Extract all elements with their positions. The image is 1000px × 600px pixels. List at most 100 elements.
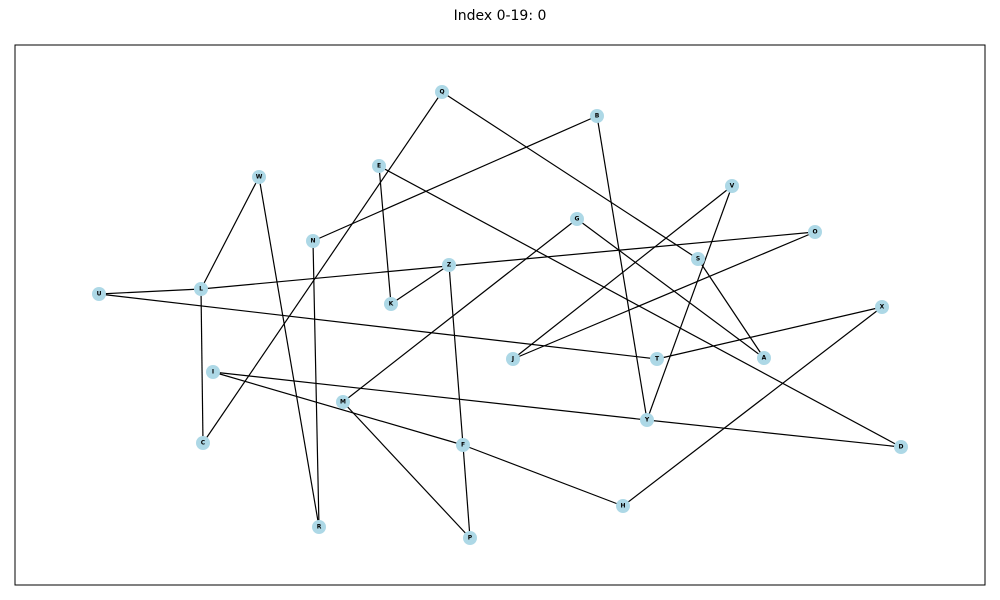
edge-T-X	[656, 306, 883, 360]
plot-frame	[14, 44, 986, 586]
node-circle	[442, 258, 456, 272]
node-S: S	[691, 252, 705, 266]
node-B: B	[590, 109, 604, 123]
node-T: T	[650, 352, 664, 366]
node-circle	[384, 297, 398, 311]
edge-W-R	[258, 176, 320, 528]
edge-K-Z	[390, 264, 450, 305]
node-label: U	[97, 291, 102, 298]
node-circle	[206, 365, 220, 379]
node-circle	[456, 438, 470, 452]
node-V: V	[725, 179, 739, 193]
node-circle	[435, 85, 449, 99]
node-label: Q	[439, 89, 444, 96]
node-circle	[640, 413, 654, 427]
edge-F-I	[212, 371, 464, 446]
edge-U-T	[98, 293, 658, 360]
node-I: I	[206, 365, 220, 379]
node-label: L	[199, 286, 203, 293]
edge-M-P	[342, 401, 471, 539]
node-label: T	[655, 356, 660, 363]
node-circle	[757, 351, 771, 365]
node-J: J	[506, 352, 520, 366]
edge-Y-D	[646, 419, 902, 448]
edge-N-B	[312, 115, 598, 242]
edge-S-A	[697, 258, 765, 359]
node-circle	[92, 287, 106, 301]
node-label: W	[256, 174, 263, 181]
node-circle	[590, 109, 604, 123]
node-C: C	[196, 436, 210, 450]
node-Y: Y	[640, 413, 654, 427]
edge-F-P	[462, 444, 471, 539]
node-U: U	[92, 287, 106, 301]
node-N: N	[306, 234, 320, 248]
edge-G-A	[576, 218, 765, 359]
node-circle	[336, 395, 350, 409]
node-circle	[196, 436, 210, 450]
node-circle	[650, 352, 664, 366]
node-circle	[372, 159, 386, 173]
node-X: X	[875, 300, 889, 314]
node-label: C	[201, 440, 206, 447]
node-circle	[312, 520, 326, 534]
nodes-layer: A B C D E F G H I J K L M N O P Q R S T U V W X Y Z	[92, 85, 908, 545]
node-K: K	[384, 297, 398, 311]
node-label: D	[899, 444, 904, 451]
node-circle	[808, 225, 822, 239]
diagram-title: Index 0-19: 0	[453, 8, 547, 24]
node-label: V	[730, 183, 735, 190]
edge-Q-C	[202, 91, 443, 444]
node-circle	[463, 531, 477, 545]
node-label: K	[389, 301, 394, 308]
node-label: E	[377, 163, 381, 170]
edge-O-L	[200, 231, 816, 290]
edge-J-O	[512, 231, 816, 360]
node-circle	[691, 252, 705, 266]
edge-Y-B	[596, 115, 648, 421]
node-label: O	[812, 229, 817, 236]
node-L: L	[194, 282, 208, 296]
edge-X-H	[622, 306, 883, 507]
node-label: Z	[447, 262, 452, 269]
node-circle	[616, 499, 630, 513]
node-G: G	[570, 212, 584, 226]
node-E: E	[372, 159, 386, 173]
node-label: P	[468, 535, 473, 542]
node-circle	[894, 440, 908, 454]
node-label: J	[511, 356, 514, 363]
node-circle	[252, 170, 266, 184]
node-label: Y	[644, 417, 650, 424]
edge-I-Y	[212, 371, 648, 421]
edge-Z-F	[448, 264, 464, 446]
node-circle	[875, 300, 889, 314]
edges-layer	[98, 91, 902, 539]
node-label: R	[317, 524, 322, 531]
node-Q: Q	[435, 85, 449, 99]
node-O: O	[808, 225, 822, 239]
edge-G-M	[342, 218, 578, 403]
node-label: H	[620, 503, 625, 510]
node-circle	[570, 212, 584, 226]
node-label: M	[340, 399, 346, 406]
node-label: N	[310, 238, 315, 245]
node-D: D	[894, 440, 908, 454]
edge-Y-V	[646, 185, 733, 421]
edge-L-C	[200, 288, 204, 444]
node-circle	[506, 352, 520, 366]
edge-E-K	[378, 165, 392, 305]
node-H: H	[616, 499, 630, 513]
node-label: X	[880, 304, 885, 311]
edge-E-D	[378, 165, 902, 448]
node-label: B	[595, 113, 600, 120]
node-circle	[194, 282, 208, 296]
node-label: F	[461, 442, 465, 449]
edge-V-J	[512, 185, 733, 360]
node-label: S	[696, 256, 700, 263]
node-label: G	[575, 216, 580, 223]
node-P: P	[463, 531, 477, 545]
node-Z: Z	[442, 258, 456, 272]
node-R: R	[312, 520, 326, 534]
